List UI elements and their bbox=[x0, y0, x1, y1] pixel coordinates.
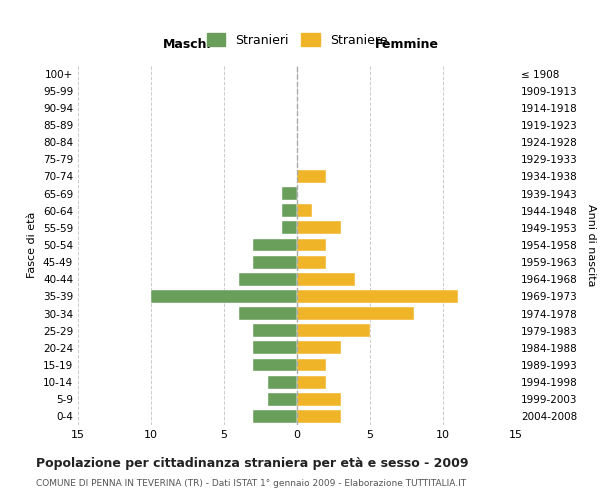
Bar bbox=[297, 307, 414, 320]
Bar bbox=[283, 187, 297, 200]
Bar bbox=[253, 342, 297, 354]
Legend: Stranieri, Straniere: Stranieri, Straniere bbox=[202, 28, 392, 52]
Y-axis label: Anni di nascita: Anni di nascita bbox=[586, 204, 596, 286]
Bar bbox=[297, 204, 311, 217]
Bar bbox=[253, 358, 297, 372]
Bar bbox=[253, 324, 297, 337]
Bar bbox=[253, 238, 297, 252]
Bar bbox=[268, 393, 297, 406]
Bar bbox=[297, 238, 326, 252]
Text: Popolazione per cittadinanza straniera per età e sesso - 2009: Popolazione per cittadinanza straniera p… bbox=[36, 458, 469, 470]
Bar bbox=[297, 290, 458, 303]
Bar bbox=[253, 410, 297, 423]
Bar bbox=[283, 204, 297, 217]
Text: Femmine: Femmine bbox=[374, 38, 439, 51]
Bar bbox=[268, 376, 297, 388]
Text: Maschi: Maschi bbox=[163, 38, 212, 51]
Bar bbox=[297, 342, 341, 354]
Text: COMUNE DI PENNA IN TEVERINA (TR) - Dati ISTAT 1° gennaio 2009 - Elaborazione TUT: COMUNE DI PENNA IN TEVERINA (TR) - Dati … bbox=[36, 478, 466, 488]
Bar bbox=[253, 256, 297, 268]
Bar bbox=[239, 307, 297, 320]
Bar bbox=[297, 358, 326, 372]
Bar bbox=[283, 222, 297, 234]
Bar bbox=[297, 273, 355, 285]
Bar bbox=[297, 393, 341, 406]
Bar bbox=[297, 256, 326, 268]
Bar bbox=[297, 324, 370, 337]
Bar bbox=[239, 273, 297, 285]
Y-axis label: Fasce di età: Fasce di età bbox=[28, 212, 37, 278]
Bar bbox=[297, 376, 326, 388]
Bar bbox=[151, 290, 297, 303]
Bar bbox=[297, 170, 326, 183]
Bar bbox=[297, 410, 341, 423]
Bar bbox=[297, 222, 341, 234]
